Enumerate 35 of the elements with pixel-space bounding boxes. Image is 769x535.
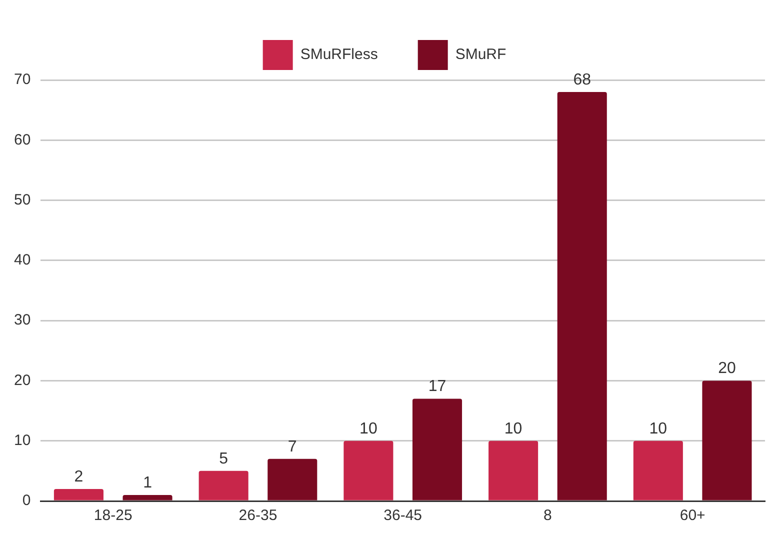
y-tick-label: 50 [14,191,31,208]
y-tick-label: 60 [14,131,31,148]
bar [557,92,607,500]
y-tick-label: 30 [14,312,31,329]
x-tick-label: 26-35 [238,507,278,524]
data-label: 17 [428,378,446,396]
data-label: 1 [143,474,152,492]
data-label: 10 [649,420,668,438]
y-tick-label: 10 [14,432,31,449]
y-tick-label: 40 [14,252,31,269]
x-tick-label: 18-25 [94,507,132,524]
data-label: 5 [219,450,228,468]
data-label: 20 [718,360,736,378]
x-tick-label: 60+ [680,507,706,524]
x-tick-label: 8 [544,507,552,524]
y-tick-label: 0 [22,492,31,510]
bar [122,494,172,500]
bar [633,440,683,500]
data-label: 68 [573,71,592,88]
bar [268,458,318,500]
data-label: 10 [360,420,378,438]
legend-label: SMuRF [455,46,506,64]
bar [702,380,752,500]
legend-label: SMuRFless [300,46,378,64]
y-tick-label: 70 [14,71,31,88]
data-label: 10 [504,420,522,438]
bar [412,398,462,500]
bar [198,470,248,500]
bar [344,440,394,500]
bar [54,488,104,500]
data-label: 2 [74,468,84,486]
y-tick-label: 20 [14,372,31,389]
x-tick-label: 36-45 [384,507,422,524]
bar [488,440,538,500]
data-label: 7 [288,438,297,456]
